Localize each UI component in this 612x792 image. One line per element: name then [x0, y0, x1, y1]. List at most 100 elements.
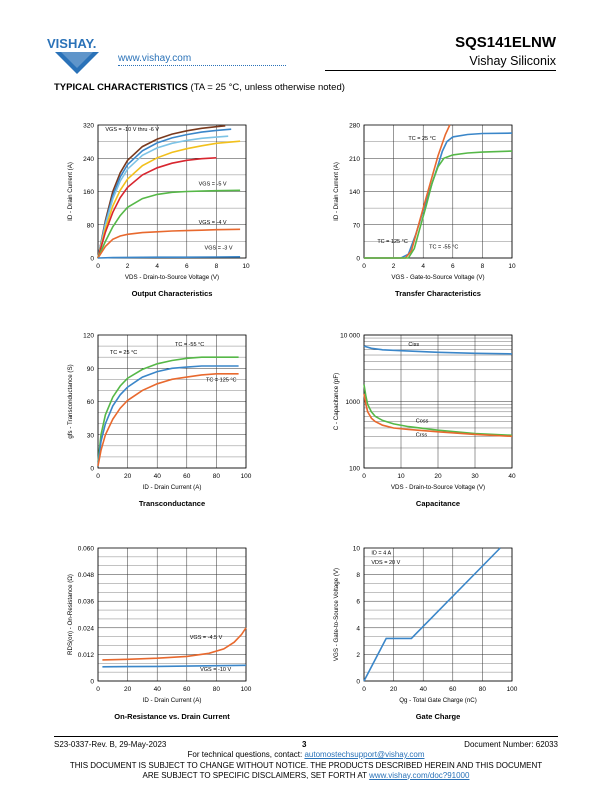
- logo-triangle-icon: [55, 52, 99, 74]
- x-tick-label: 6: [185, 263, 189, 270]
- annotation-label: Crss: [416, 432, 428, 438]
- section-title: TYPICAL CHARACTERISTICS: [54, 82, 188, 93]
- x-tick-label: 20: [124, 473, 132, 480]
- x-tick-label: 0: [362, 686, 366, 693]
- annotation-label: VGS = -4.5 V: [190, 635, 223, 641]
- y-tick-label: 10 000: [340, 333, 360, 340]
- chart-capacitance: 0 10 20 30 40 100 1000 10 000 Ciss Coss Crss VDS - …: [333, 333, 516, 509]
- annotation-label: VGS = -3 V: [205, 246, 233, 252]
- x-tick-label: 10: [508, 263, 516, 270]
- y-axis-title: C - Capacitance (pF): [333, 373, 340, 430]
- part-number: SQS141ELNW: [455, 34, 556, 51]
- company-name: Vishay Siliconix: [469, 54, 556, 68]
- series-line-3: [364, 150, 513, 259]
- plot-frame: [97, 547, 247, 682]
- series-line-3: [97, 135, 229, 259]
- annotation-label: VGS = -10 V thru -6 V: [105, 127, 159, 133]
- chart-title: On-Resistance vs. Drain Current: [114, 712, 230, 721]
- footer-disclaimer-link[interactable]: www.vishay.com/doc?91000: [369, 770, 470, 780]
- chart-transfer-characteristics: 0 2 4 6 8 10 0 70 140 210 280 TC = 25 °C TC = 125 °C…: [333, 123, 516, 299]
- y-tick-label: 0: [90, 679, 94, 686]
- y-tick-label: 0.048: [78, 572, 95, 579]
- x-axis-title: VDS - Drain-to-Source Voltage (V): [125, 274, 219, 281]
- x-tick-label: 80: [213, 473, 221, 480]
- x-tick-label: 20: [390, 686, 398, 693]
- series-line-1: [363, 345, 513, 355]
- y-tick-label: 6: [356, 599, 360, 606]
- y-tick-label: 160: [83, 189, 94, 196]
- series-line-3: [363, 393, 513, 438]
- y-tick-label: 240: [83, 156, 94, 163]
- annotation-label: TC = -55 °C: [429, 245, 458, 251]
- x-tick-label: 60: [449, 686, 457, 693]
- y-axis-title: ID - Drain Current (A): [67, 162, 74, 221]
- x-tick-label: 40: [508, 473, 516, 480]
- footer-notice-line1: THIS DOCUMENT IS SUBJECT TO CHANGE WITHO…: [69, 761, 543, 770]
- chart-on-resistance: 0 20 40 60 80 100 0 0.012 0.024 0.036 0.048 0.060 VG…: [67, 546, 252, 722]
- header-url[interactable]: www.vishay.com: [118, 53, 192, 64]
- footer-document-number: Document Number: 62033: [464, 740, 558, 749]
- x-tick-label: 20: [434, 473, 442, 480]
- x-tick-label: 10: [242, 263, 250, 270]
- chart-transconductance: 0 20 40 60 80 100 0 30 60 90 120 TC = -55 °C TC = 25…: [67, 333, 252, 509]
- x-tick-label: 0: [96, 686, 100, 693]
- annotation-label: TC = 25 °C: [110, 350, 137, 356]
- x-tick-label: 30: [471, 473, 479, 480]
- y-axis-title: ID - Drain Current (A): [333, 162, 340, 221]
- section-condition: (TA = 25 °C, unless otherwise noted): [190, 82, 345, 93]
- annotation-label: TC = 125 °C: [206, 378, 237, 384]
- annotation-label: TC = -55 °C: [175, 342, 204, 348]
- logo-triangle-inner-icon: [61, 52, 93, 68]
- series-line-2: [97, 365, 239, 465]
- y-tick-label: 1000: [346, 399, 361, 406]
- x-axis-title: VDS - Drain-to-Source Voltage (V): [391, 484, 485, 491]
- annotation-label: Coss: [416, 419, 429, 425]
- grid: [363, 334, 513, 469]
- footer-contact: For technical questions, contact: automo…: [0, 750, 612, 759]
- x-tick-label: 4: [155, 263, 159, 270]
- x-tick-label: 0: [96, 473, 100, 480]
- y-axis-title: RDS(on) - On-Resistance (Ω): [67, 574, 74, 655]
- plot-frame: [97, 124, 247, 259]
- x-axis-title: VGS - Gate-to-Source Voltage (V): [391, 274, 484, 281]
- y-tick-label: 210: [349, 156, 360, 163]
- x-tick-label: 80: [479, 686, 487, 693]
- x-axis-title: Qg - Total Gate Charge (nC): [399, 697, 477, 704]
- series-line-6: [97, 189, 241, 259]
- series-line-2: [97, 128, 232, 259]
- footer-revision: S23-0337-Rev. B, 29-May-2023: [54, 740, 167, 749]
- chart-title: Transconductance: [139, 499, 205, 508]
- series-line-2: [363, 384, 513, 437]
- y-tick-label: 140: [349, 189, 360, 196]
- x-tick-label: 40: [154, 686, 162, 693]
- y-tick-label: 0: [90, 466, 94, 473]
- footer-contact-email-link[interactable]: automostechsupport@vishay.com: [304, 750, 425, 759]
- series-line-2: [364, 124, 451, 259]
- y-tick-label: 0.036: [78, 599, 95, 606]
- series-line-1: [97, 125, 226, 259]
- annotation-label: TC = 125 °C: [377, 239, 408, 245]
- y-tick-label: 120: [83, 333, 94, 340]
- footer-notice-line2-prefix: ARE SUBJECT TO SPECIFIC DISCLAIMERS, SET…: [142, 770, 370, 780]
- y-tick-label: 0: [356, 256, 360, 263]
- annotation-label: VGS = -5 V: [199, 181, 227, 187]
- y-tick-label: 0.024: [78, 625, 95, 632]
- footer-page-number: 3: [302, 740, 307, 749]
- x-tick-label: 0: [96, 263, 100, 270]
- x-tick-label: 20: [124, 686, 132, 693]
- x-tick-label: 0: [362, 263, 366, 270]
- series-line-5: [97, 157, 217, 259]
- x-tick-label: 80: [213, 686, 221, 693]
- x-tick-label: 60: [183, 473, 191, 480]
- section-heading: TYPICAL CHARACTERISTICS (TA = 25 °C, unl…: [54, 82, 345, 93]
- vishay-logo: VISHAY.: [47, 36, 99, 74]
- x-tick-label: 100: [241, 473, 252, 480]
- series-line-3: [97, 373, 239, 466]
- x-tick-label: 0: [362, 473, 366, 480]
- y-tick-label: 0.060: [78, 546, 95, 553]
- header-dotted-rule: [118, 65, 286, 66]
- chart-gate-charge: 0 20 40 60 80 100 0 2 4 6 8 10 ID = 4 A VDS = 20 V Qg …: [333, 546, 518, 722]
- y-tick-label: 280: [349, 123, 360, 130]
- y-tick-label: 60: [87, 399, 95, 406]
- y-tick-label: 2: [356, 652, 360, 659]
